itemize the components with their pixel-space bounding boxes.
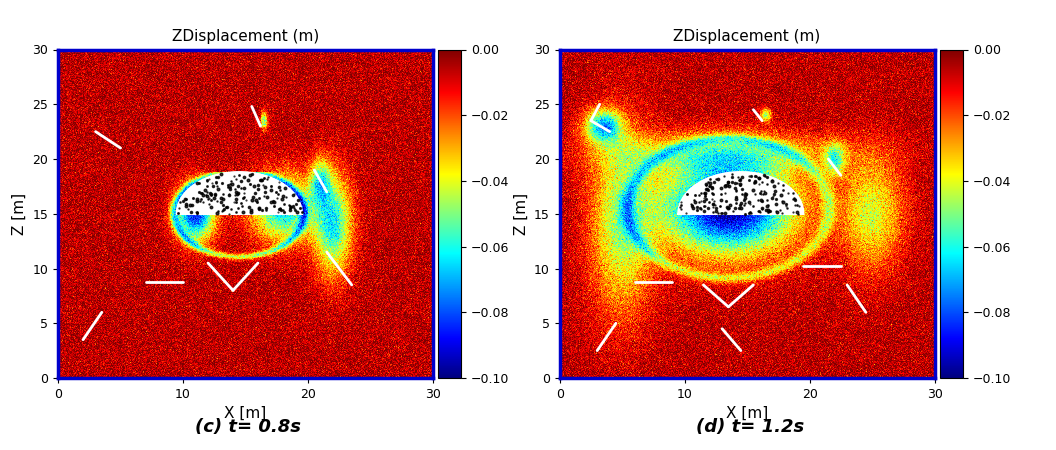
Y-axis label: Z [m]: Z [m] — [12, 193, 26, 235]
Title: ZDisplacement (m): ZDisplacement (m) — [674, 29, 821, 44]
X-axis label: X [m]: X [m] — [224, 406, 267, 421]
Text: (d) t= 1.2s: (d) t= 1.2s — [696, 418, 804, 436]
Polygon shape — [176, 172, 302, 214]
Title: ZDisplacement (m): ZDisplacement (m) — [172, 29, 319, 44]
X-axis label: X [m]: X [m] — [725, 406, 769, 421]
Text: (c) t= 0.8s: (c) t= 0.8s — [195, 418, 301, 436]
Y-axis label: Z [m]: Z [m] — [513, 193, 528, 235]
Polygon shape — [678, 172, 804, 214]
